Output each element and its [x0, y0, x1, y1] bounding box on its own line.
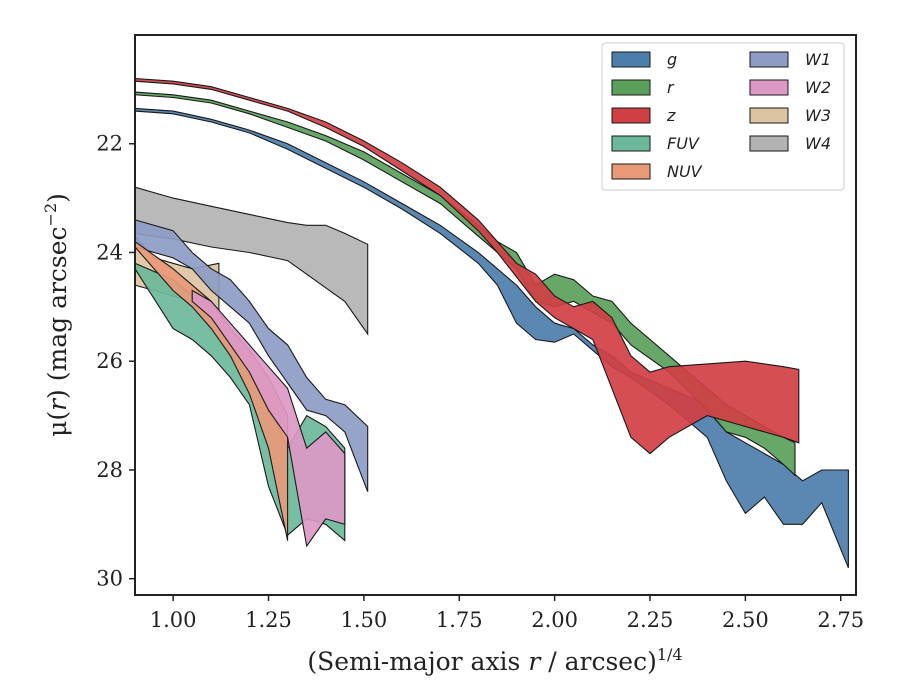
legend-label-g: g	[667, 50, 677, 69]
x-tick-label: 1.75	[436, 608, 483, 632]
legend-label-z: z	[666, 106, 676, 125]
legend-label-fuv: FUV	[667, 134, 700, 153]
legend-label-w3: W3	[805, 106, 831, 125]
x-tick-label: 2.00	[531, 608, 578, 632]
x-tick-label: 2.25	[627, 608, 674, 632]
legend-swatch-w2	[749, 79, 789, 96]
legend-swatch-nuv	[611, 163, 651, 180]
legend-label-w4: W4	[805, 134, 831, 153]
series-area-w1	[134, 219, 369, 492]
legend-swatch-fuv	[611, 135, 651, 152]
series-area-w4	[134, 186, 369, 336]
y-axis-ticks: 22 24 26 28 30	[96, 132, 135, 591]
legend-swatch-g	[611, 51, 651, 68]
x-tick-label: 2.75	[817, 608, 864, 632]
legend-swatch-z	[611, 107, 651, 124]
legend-label-w1: W1	[805, 50, 831, 69]
series-area-g	[134, 107, 849, 569]
legend-swatch-w4	[749, 135, 789, 152]
legend-label-w2: W2	[805, 78, 831, 97]
x-tick-label: 2.50	[722, 608, 769, 632]
x-axis-label: (Semi-major axis r / arcsec)1/4	[307, 645, 682, 676]
legend-label-r: r	[667, 78, 675, 97]
y-tick-label: 22	[96, 132, 123, 156]
series-area-w2	[191, 289, 346, 548]
y-tick-label: 24	[96, 240, 123, 264]
legend-swatch-w3	[749, 107, 789, 124]
legend-swatch-w1	[749, 51, 789, 68]
x-axis-ticks: 1.00 1.25 1.50 1.75 2.00 2.25 2.50 2.75	[150, 595, 864, 632]
legend-label-nuv: NUV	[667, 162, 703, 181]
series-area-z	[134, 77, 800, 455]
x-tick-label: 1.00	[150, 608, 197, 632]
series-areas	[134, 77, 849, 569]
x-tick-label: 1.25	[245, 608, 292, 632]
y-tick-label: 28	[96, 458, 123, 482]
y-axis-label: μ(r) (mag arcsec−2)	[41, 193, 72, 437]
y-tick-label: 26	[96, 349, 123, 373]
plot-frame	[134, 34, 857, 596]
x-tick-label: 1.50	[341, 608, 388, 632]
y-tick-label: 30	[96, 567, 123, 591]
legend-swatch-r	[611, 79, 651, 96]
legend: grz FUV NUV W1 W2 W3 W4	[601, 42, 845, 191]
